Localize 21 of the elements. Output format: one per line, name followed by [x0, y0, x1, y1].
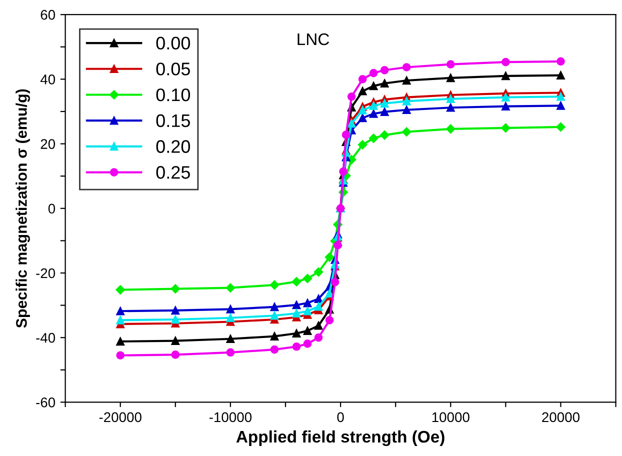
x-tick-label: 10000 — [432, 412, 470, 422]
y-tick-label: -40 — [36, 332, 56, 343]
legend-label: 0.10 — [156, 88, 190, 102]
y-tick-label: -20 — [36, 268, 56, 278]
y-tick-label: 0 — [48, 204, 56, 214]
x-axis-title: Applied field strength (Oe) — [236, 430, 444, 446]
y-tick-label: 40 — [40, 74, 56, 84]
y-tick-label: 20 — [40, 139, 56, 149]
x-tick-label: -10000 — [209, 412, 252, 422]
legend-label: 0.20 — [156, 140, 190, 153]
x-tick-label: 20000 — [542, 412, 580, 422]
x-tick-label: -20000 — [99, 412, 142, 422]
y-tick-label: -60 — [36, 398, 56, 408]
legend-label: 0.15 — [156, 114, 190, 128]
legend-label: 0.00 — [156, 36, 190, 50]
legend-label: 0.05 — [156, 62, 190, 76]
y-axis-title: Specific magnetization σ (emu/g) — [16, 89, 30, 328]
y-tick-label: 60 — [40, 10, 56, 20]
x-tick-label: 0 — [337, 412, 344, 422]
legend-label: 0.25 — [156, 166, 190, 179]
text: LNC — [298, 33, 330, 46]
